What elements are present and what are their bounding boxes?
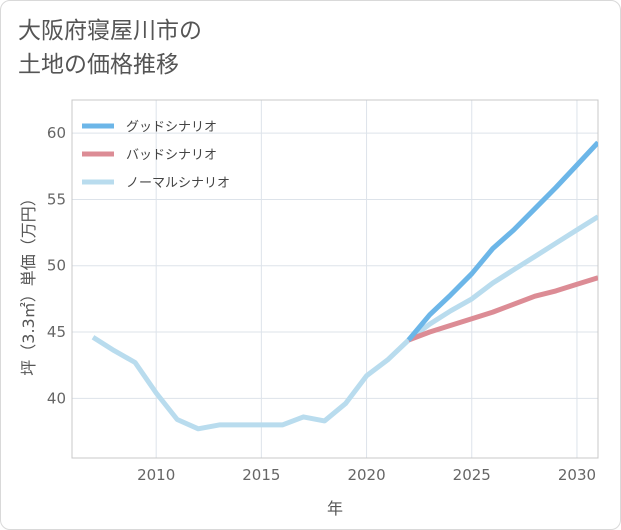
series-line-2 xyxy=(91,214,598,432)
axis-ticks: 2010 2015 2020 2025 2030 40 45 50 55 60 xyxy=(47,124,596,484)
y-tick-label-45: 45 xyxy=(47,323,66,341)
chart-title-line-1: 大阪府寝屋川市の xyxy=(18,18,202,44)
y-tick-label-55: 55 xyxy=(47,190,66,208)
series-line-0 xyxy=(406,140,598,342)
legend-label-0: グッドシナリオ xyxy=(126,120,217,135)
y-tick-label-60: 60 xyxy=(47,124,66,142)
chart-title: 大阪府寝屋川市の 土地の価格推移 xyxy=(18,14,202,82)
x-tick-label-2015: 2015 xyxy=(242,466,280,484)
series-line-1 xyxy=(407,275,598,343)
grid-lines xyxy=(72,100,598,458)
x-axis-label: 年 xyxy=(327,499,343,518)
x-tick-label-2010: 2010 xyxy=(137,466,175,484)
x-tick-label-2020: 2020 xyxy=(347,466,385,484)
series-lines xyxy=(91,140,598,432)
legend-label-2: ノーマルシナリオ xyxy=(126,176,230,191)
chart-title-line-2: 土地の価格推移 xyxy=(18,52,179,78)
y-tick-label-40: 40 xyxy=(47,389,66,407)
y-axis-label: 坪（3.3㎡）単価（万円） xyxy=(19,190,38,375)
x-tick-label-2030: 2030 xyxy=(558,466,596,484)
y-tick-label-50: 50 xyxy=(47,257,66,275)
x-tick-label-2025: 2025 xyxy=(453,466,491,484)
legend-label-1: バッドシナリオ xyxy=(126,148,217,163)
